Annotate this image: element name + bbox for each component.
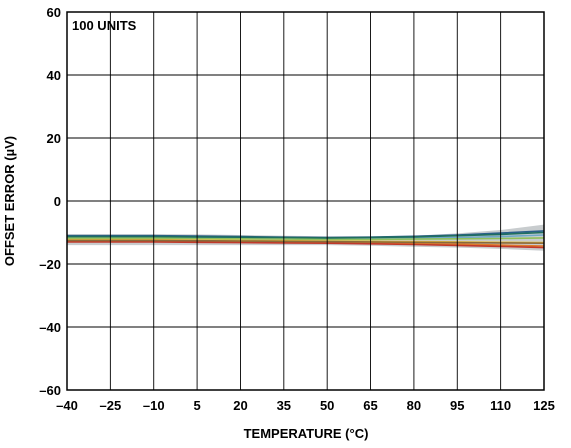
x-axis-label: TEMPERATURE (°C): [244, 426, 369, 441]
y-axis-label: OFFSET ERROR (µV): [2, 136, 17, 266]
x-tick-label-11: 125: [533, 398, 555, 413]
x-tick-label-9: 95: [450, 398, 464, 413]
x-tick-label-3: 5: [193, 398, 200, 413]
y-tick-label-3: 0: [54, 194, 61, 209]
x-tick-label-10: 110: [490, 398, 511, 413]
y-tick-label-5: 40: [47, 68, 61, 83]
x-tick-label-2: –10: [143, 398, 165, 413]
y-tick-labels: –60 –40 –20 0 20 40 60: [39, 5, 61, 398]
x-tick-label-4: 20: [233, 398, 247, 413]
y-tick-label-1: –40: [39, 320, 61, 335]
x-tick-label-8: 80: [407, 398, 421, 413]
y-tick-label-4: 20: [47, 131, 61, 146]
y-tick-label-2: –20: [39, 257, 61, 272]
series-line-6: [67, 241, 545, 249]
x-tick-label-1: –25: [100, 398, 122, 413]
series-lines: [67, 230, 545, 249]
grid: [67, 12, 544, 390]
x-tick-label-7: 65: [363, 398, 377, 413]
plot-border: [66, 11, 545, 391]
units-annotation: 100 UNITS: [72, 18, 137, 33]
y-tick-label-0: –60: [39, 383, 61, 398]
plot-frame: [66, 11, 545, 391]
x-tick-label-5: 35: [277, 398, 291, 413]
y-tick-label-6: 60: [47, 5, 61, 20]
x-tick-labels: –40 –25 –10 5 20 35 50 65 80 95 110 125: [56, 398, 555, 413]
x-tick-label-0: –40: [56, 398, 78, 413]
series-line-3: [67, 237, 545, 241]
x-tick-label-6: 50: [320, 398, 334, 413]
series-line-8: [67, 231, 545, 239]
series-line-7: [67, 239, 545, 244]
